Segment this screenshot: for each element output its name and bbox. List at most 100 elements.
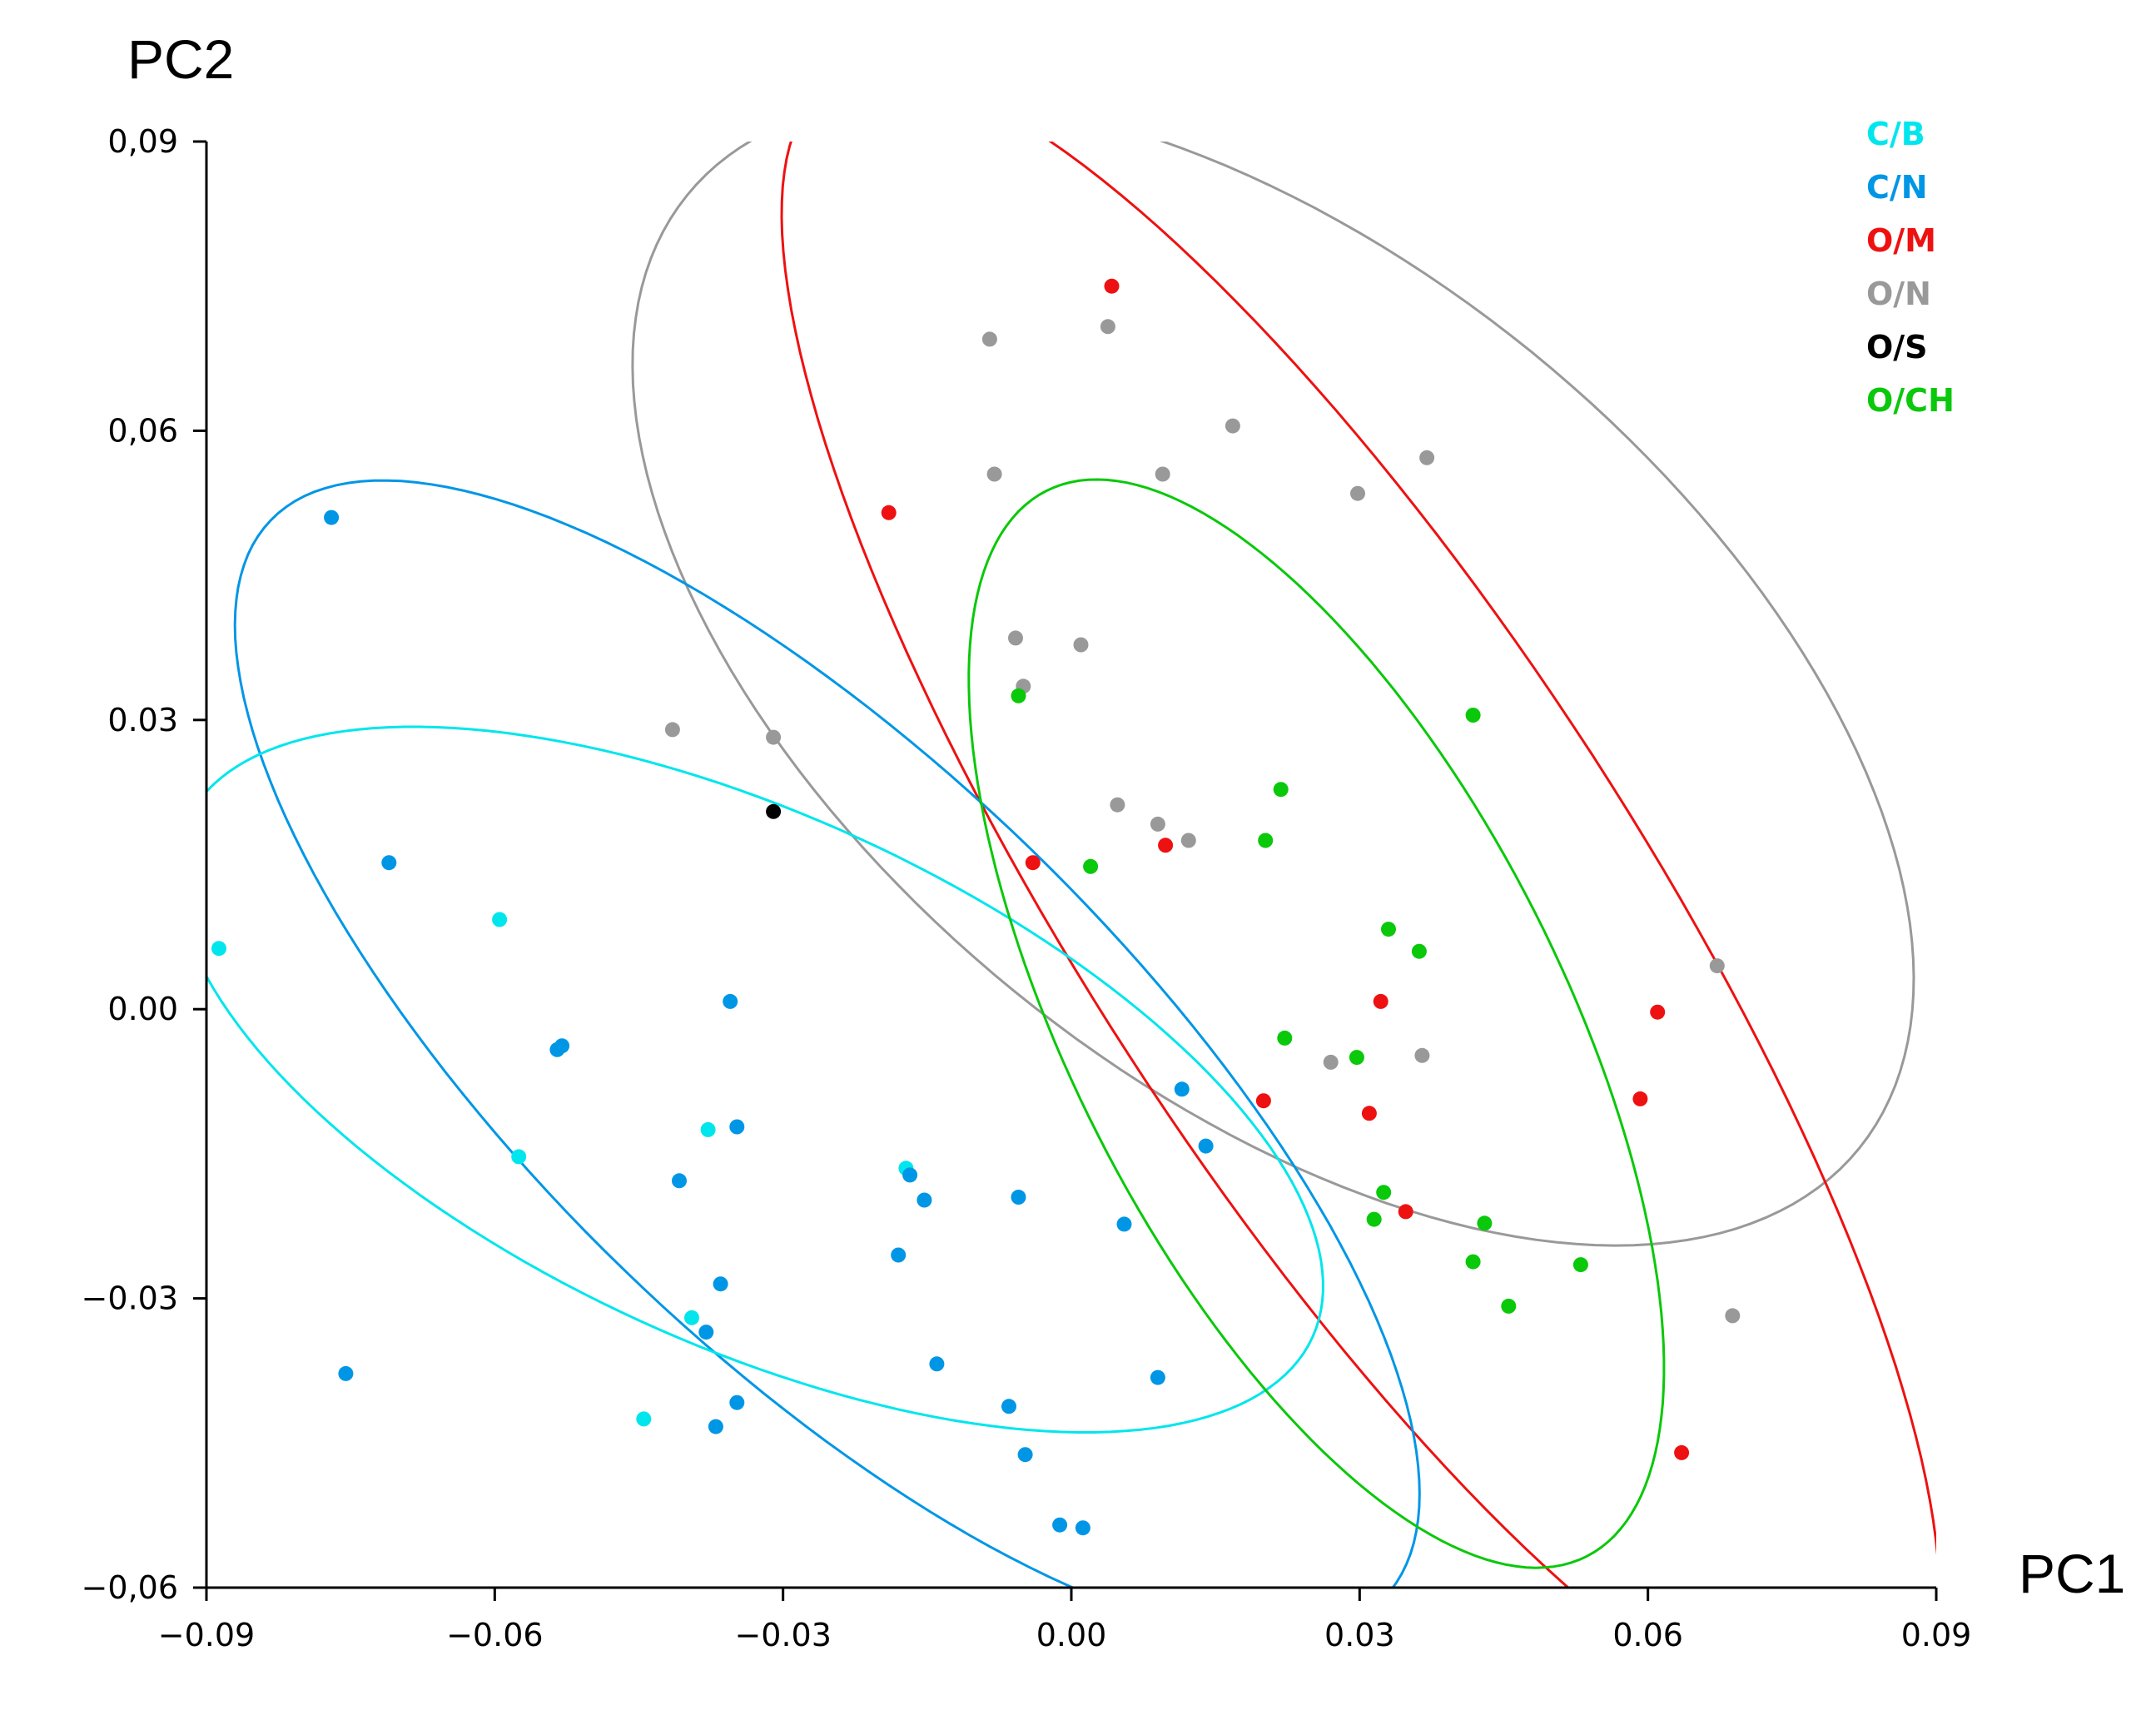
point-c-n <box>698 1325 714 1340</box>
point-o-ch <box>1011 688 1026 703</box>
point-c-n <box>1011 1190 1026 1205</box>
legend-label-o-m: O/M <box>1866 222 1936 259</box>
point-c-n <box>324 510 340 525</box>
legend-label-o-ch: O/CH <box>1866 382 1955 419</box>
x-tick-label: 0.00 <box>1036 1617 1107 1653</box>
point-o-n <box>1350 485 1365 501</box>
point-c-n <box>891 1247 907 1263</box>
point-o-m <box>1373 993 1388 1009</box>
point-o-n <box>1225 418 1240 434</box>
point-c-n <box>917 1192 932 1208</box>
y-tick-label: 0,09 <box>107 123 178 160</box>
point-o-ch <box>1381 922 1396 937</box>
point-o-ch <box>1277 1030 1293 1046</box>
ellipse-c-n <box>233 479 1421 1588</box>
point-c-n <box>1198 1138 1214 1154</box>
y-tick-label: 0.00 <box>107 991 178 1027</box>
point-c-n <box>672 1173 687 1189</box>
point-o-ch <box>1376 1185 1392 1201</box>
point-o-m <box>1650 1004 1666 1020</box>
x-axis-title: PC1 <box>2019 1543 2125 1604</box>
point-o-ch <box>1083 858 1099 874</box>
point-c-n <box>723 993 738 1009</box>
point-o-n <box>981 331 997 347</box>
point-o-n <box>1323 1054 1339 1070</box>
legend-label-c-b: C/B <box>1866 116 1925 152</box>
point-c-n <box>1174 1081 1190 1097</box>
point-o-n <box>986 466 1002 482</box>
point-c-n <box>929 1356 945 1372</box>
point-c-n <box>713 1276 728 1292</box>
x-tick-label: −0.06 <box>446 1617 543 1653</box>
point-o-ch <box>1349 1050 1364 1066</box>
y-tick-label: −0.03 <box>82 1280 178 1317</box>
point-o-m <box>1674 1444 1690 1460</box>
y-tick-label: −0,06 <box>82 1569 178 1606</box>
point-c-n <box>381 855 397 871</box>
legend-label-o-s: O/S <box>1866 329 1928 365</box>
point-o-n <box>1155 466 1170 482</box>
point-o-n <box>1414 1047 1430 1063</box>
point-o-ch <box>1465 708 1481 723</box>
point-o-ch <box>1273 782 1289 798</box>
axis-ticks: −0.09 −0.06 −0.03 0.00 0.03 0.06 0.09 −0,06 −0.0… <box>82 123 1972 1653</box>
x-tick-label: 0.06 <box>1612 1617 1683 1653</box>
point-c-n <box>1052 1517 1068 1533</box>
point-o-ch <box>1366 1211 1382 1227</box>
point-o-n <box>1073 637 1089 653</box>
point-o-n <box>1725 1308 1741 1324</box>
point-o-n <box>1419 450 1435 465</box>
legend-label-o-n: O/N <box>1866 276 1931 312</box>
data-points <box>211 278 1741 1536</box>
point-o-ch <box>1501 1298 1517 1314</box>
point-o-m <box>1398 1204 1413 1220</box>
ellipse-c-b <box>206 725 1324 1434</box>
point-o-m <box>881 505 897 520</box>
point-c-n <box>708 1419 723 1434</box>
point-o-n <box>1180 833 1196 848</box>
point-c-n <box>902 1167 918 1183</box>
x-tick-label: −0.09 <box>158 1617 255 1653</box>
point-c-n <box>1001 1399 1016 1414</box>
point-o-s <box>766 803 782 819</box>
point-c-b <box>492 912 508 927</box>
point-o-n <box>1008 630 1023 646</box>
point-c-n <box>338 1365 354 1381</box>
point-o-m <box>1025 855 1041 871</box>
x-tick-label: 0.03 <box>1324 1617 1395 1653</box>
point-o-ch <box>1258 833 1274 848</box>
point-o-m <box>1104 278 1120 294</box>
point-c-b <box>511 1149 527 1165</box>
point-c-n <box>729 1394 745 1410</box>
point-o-n <box>664 722 680 738</box>
point-o-ch <box>1465 1254 1481 1270</box>
point-c-b <box>211 941 226 957</box>
legend-label-c-n: C/N <box>1866 169 1928 206</box>
point-o-m <box>1255 1093 1271 1109</box>
point-c-n <box>554 1038 570 1054</box>
point-o-n <box>1110 797 1125 813</box>
point-o-m <box>1158 838 1174 853</box>
point-o-n <box>1150 816 1165 832</box>
y-axis-title: PC2 <box>127 28 234 90</box>
point-c-n <box>729 1119 745 1135</box>
point-o-ch <box>1411 943 1427 959</box>
point-c-b <box>700 1121 716 1137</box>
point-c-n <box>1116 1216 1132 1232</box>
x-tick-label: −0.03 <box>734 1617 831 1653</box>
point-c-b <box>684 1310 699 1325</box>
point-c-n <box>1150 1370 1165 1385</box>
point-c-b <box>636 1411 652 1427</box>
point-o-m <box>1361 1106 1377 1121</box>
confidence-ellipses <box>206 142 1936 1588</box>
point-o-ch <box>1572 1257 1588 1273</box>
point-o-n <box>766 729 782 745</box>
y-tick-label: 0,06 <box>107 412 178 449</box>
ellipse-o-m <box>780 142 1936 1588</box>
ellipse-o-n <box>631 142 1915 1247</box>
point-c-n <box>1075 1520 1090 1536</box>
legend: C/B C/N O/M O/N O/S O/CH <box>1866 116 1955 419</box>
point-o-ch <box>1477 1215 1493 1231</box>
